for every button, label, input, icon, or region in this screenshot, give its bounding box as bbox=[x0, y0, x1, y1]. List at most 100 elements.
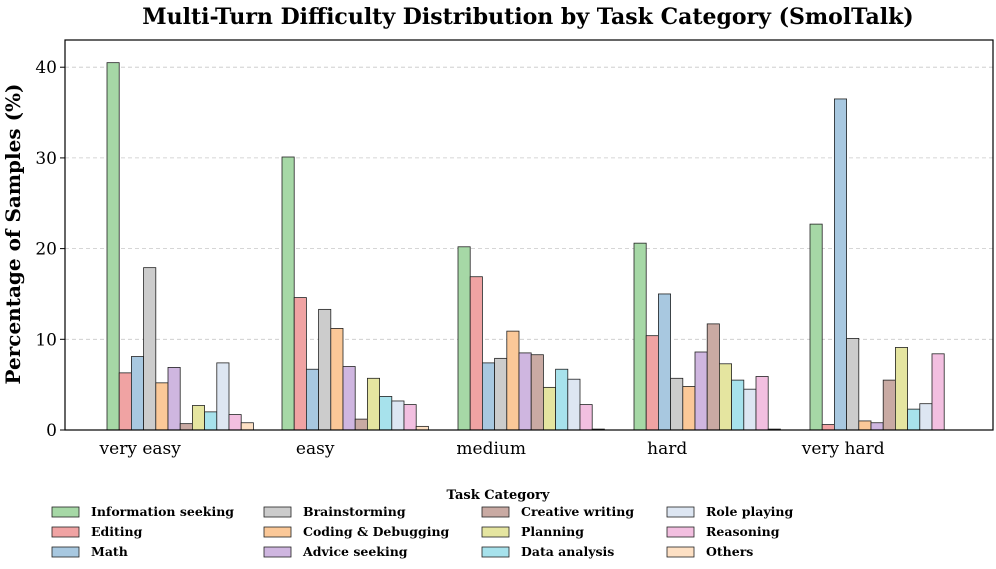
bar-role-playing bbox=[391, 400, 405, 431]
bar-data-analysis bbox=[907, 408, 921, 431]
grid-lines bbox=[65, 66, 993, 340]
bar-brainstorming bbox=[318, 308, 332, 431]
bar-reasoning bbox=[755, 376, 769, 431]
bar-role-playing bbox=[919, 403, 933, 431]
bar-creative-writing bbox=[179, 423, 193, 431]
legend-item-reasoning: Reasoning bbox=[666, 524, 780, 539]
legend-item-others: Others bbox=[666, 544, 753, 559]
legend-swatch bbox=[263, 506, 292, 518]
legend-item-coding-debugging: Coding & Debugging bbox=[263, 524, 450, 539]
bar-creative-writing bbox=[530, 354, 544, 431]
bar-advice-seeking bbox=[518, 352, 532, 431]
bar-information-seeking bbox=[457, 246, 471, 431]
bar-reasoning bbox=[228, 414, 242, 431]
bar-editing bbox=[118, 372, 132, 431]
bar-creative-writing bbox=[706, 323, 720, 431]
bar-editing bbox=[469, 276, 483, 431]
legend-item-math: Math bbox=[51, 544, 128, 559]
bar-role-playing bbox=[216, 362, 230, 431]
legend-title: Task Category bbox=[447, 488, 550, 503]
y-ticks: 0 10 20 30 40 bbox=[35, 58, 65, 441]
bars bbox=[106, 62, 945, 431]
bar-group-hard bbox=[633, 242, 781, 431]
bar-advice-seeking bbox=[167, 367, 181, 431]
legend-item-planning: Planning bbox=[481, 524, 584, 539]
bar-group-easy bbox=[281, 156, 429, 431]
y-tick-label: 20 bbox=[35, 240, 57, 260]
bar-math bbox=[305, 368, 319, 431]
bar-math bbox=[834, 98, 848, 431]
legend-label: Role playing bbox=[706, 504, 793, 519]
bar-planning bbox=[895, 347, 909, 431]
y-tick-label: 0 bbox=[46, 421, 57, 441]
x-tick-label: medium bbox=[456, 439, 526, 459]
legend-label: Reasoning bbox=[706, 524, 780, 539]
legend-swatch bbox=[666, 506, 695, 518]
bar-group-medium bbox=[457, 246, 605, 431]
bar-editing bbox=[293, 297, 307, 431]
legend-swatch bbox=[51, 546, 80, 558]
bar-information-seeking bbox=[106, 62, 120, 431]
legend-label: Editing bbox=[91, 524, 143, 539]
bar-group-very-easy bbox=[106, 62, 254, 431]
legend-label: Coding & Debugging bbox=[303, 524, 450, 539]
bar-planning bbox=[191, 405, 205, 431]
bar-brainstorming bbox=[846, 337, 860, 431]
bar-math bbox=[658, 293, 672, 431]
bar-advice-seeking bbox=[342, 366, 356, 431]
legend-item-advice-seeking: Advice seeking bbox=[263, 544, 408, 559]
bar-brainstorming bbox=[494, 357, 508, 431]
legend-swatch bbox=[481, 526, 510, 538]
legend-swatch bbox=[263, 546, 292, 558]
legend-item-role-playing: Role playing bbox=[666, 504, 793, 519]
x-tick-label: hard bbox=[647, 439, 687, 459]
x-tick-label: very hard bbox=[801, 439, 885, 459]
legend-swatch bbox=[51, 506, 80, 518]
legend-item-data-analysis: Data analysis bbox=[481, 544, 614, 559]
bar-reasoning bbox=[403, 404, 417, 431]
bar-editing bbox=[645, 335, 659, 431]
bar-coding-debugging bbox=[330, 328, 344, 431]
x-tick-label: easy bbox=[296, 439, 335, 459]
bar-group-very-hard bbox=[809, 98, 945, 431]
legend-label: Advice seeking bbox=[302, 544, 408, 559]
bar-planning bbox=[719, 363, 733, 431]
legend-item-brainstorming: Brainstorming bbox=[263, 504, 406, 519]
legend-label: Others bbox=[706, 544, 753, 559]
bar-data-analysis bbox=[731, 379, 745, 431]
legend-swatch bbox=[666, 526, 695, 538]
y-axis-label: Percentage of Samples (%) bbox=[1, 83, 25, 384]
bar-data-analysis bbox=[555, 368, 569, 431]
legend-label: Planning bbox=[521, 524, 584, 539]
chart-title: Multi-Turn Difficulty Distribution by Ta… bbox=[142, 4, 913, 30]
bar-data-analysis bbox=[379, 396, 393, 431]
bar-coding-debugging bbox=[682, 386, 696, 431]
bar-brainstorming bbox=[143, 267, 157, 431]
y-tick-label: 30 bbox=[35, 149, 57, 169]
legend-item-creative-writing: Creative writing bbox=[481, 504, 634, 519]
bar-reasoning bbox=[579, 404, 593, 431]
legend-swatch bbox=[263, 526, 292, 538]
bar-data-analysis bbox=[204, 411, 218, 431]
legend-item-editing: Editing bbox=[51, 524, 143, 539]
legend-swatch bbox=[481, 506, 510, 518]
bar-others bbox=[240, 422, 254, 431]
legend-label: Brainstorming bbox=[303, 504, 406, 519]
y-tick-label: 10 bbox=[35, 330, 57, 350]
bar-creative-writing bbox=[354, 418, 368, 431]
bar-coding-debugging bbox=[506, 330, 520, 431]
legend-swatch bbox=[481, 546, 510, 558]
bar-coding-debugging bbox=[858, 420, 872, 431]
x-tick-label: very easy bbox=[99, 439, 182, 459]
bar-advice-seeking bbox=[694, 351, 708, 431]
y-tick-label: 40 bbox=[35, 58, 57, 78]
bar-information-seeking bbox=[633, 242, 647, 431]
plot-frame bbox=[64, 39, 994, 431]
bar-planning bbox=[366, 377, 380, 431]
bar-role-playing bbox=[567, 378, 581, 431]
bar-reasoning bbox=[931, 353, 945, 431]
legend-label: Creative writing bbox=[521, 504, 634, 519]
bar-planning bbox=[543, 386, 557, 431]
legend-item-information-seeking: Information seeking bbox=[51, 504, 234, 519]
